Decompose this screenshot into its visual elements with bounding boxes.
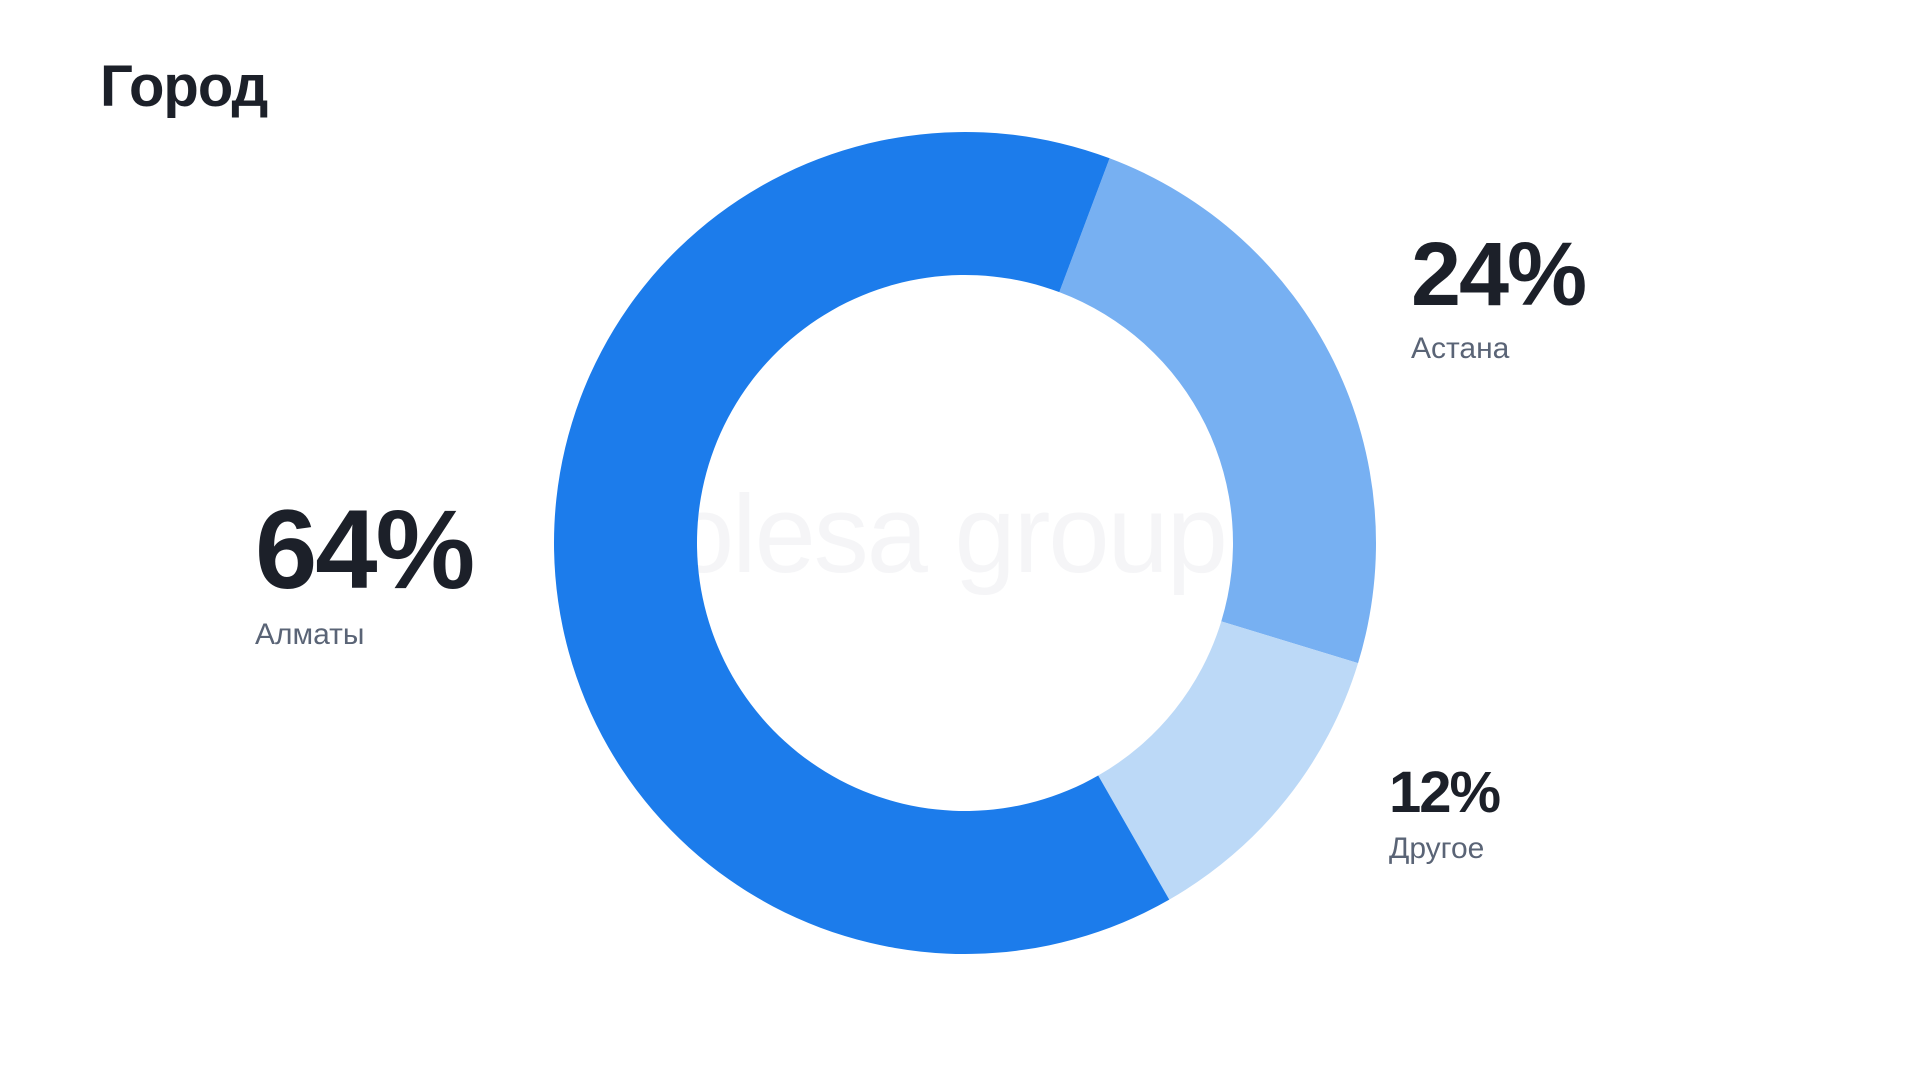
label-other: 12% Другое (1389, 760, 1501, 865)
category-other: Другое (1389, 832, 1485, 865)
slice-almaty (553, 131, 1170, 954)
watermark: kolesa group (620, 473, 1228, 596)
value-astana: 24% (1411, 225, 1587, 325)
value-other: 12% (1389, 760, 1501, 825)
donut-slices (553, 131, 1376, 954)
label-almaty: 64% Алматы (255, 487, 475, 651)
slice-astana (1059, 158, 1376, 664)
value-almaty: 64% (255, 487, 475, 612)
category-astana: Астана (1411, 332, 1510, 365)
slice-other (1098, 621, 1359, 900)
category-almaty: Алматы (255, 618, 365, 651)
label-astana: 24% Астана (1411, 225, 1587, 365)
chart-title: Город (100, 54, 268, 119)
